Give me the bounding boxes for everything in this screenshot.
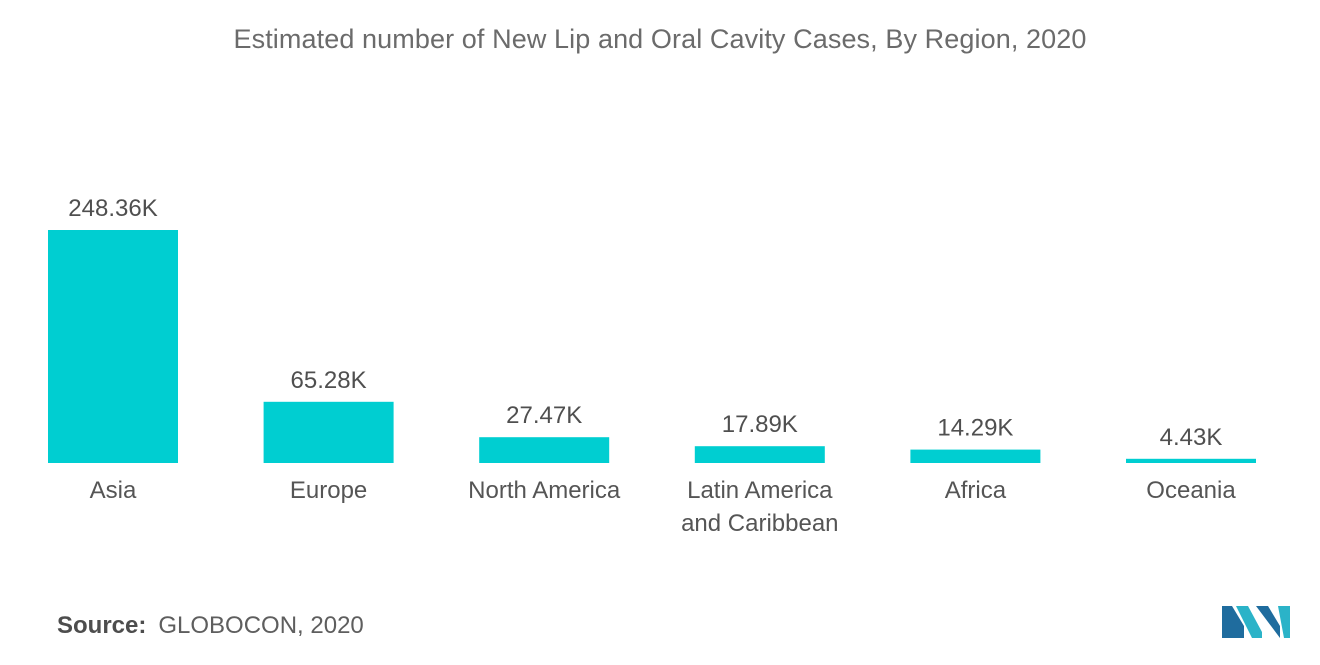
mordor-intelligence-logo xyxy=(1222,606,1290,638)
x-tick-label-1: Europe xyxy=(290,477,367,504)
bar-chart: 248.36K Asia 65.28K Europe 27.47K North Ameri… xyxy=(48,195,1256,537)
data-label-5: 4.43K xyxy=(1160,424,1223,451)
data-label-3: 17.89K xyxy=(722,411,798,438)
bar-2 xyxy=(479,437,610,463)
x-tick-label-2: North America xyxy=(468,477,621,504)
x-tick-label-0: Asia xyxy=(90,477,137,504)
data-label-0: 248.36K xyxy=(68,195,157,222)
bar-4 xyxy=(910,449,1041,463)
source-label: Source: xyxy=(57,612,147,639)
source-text: GLOBOCON, 2020 xyxy=(158,612,364,639)
data-label-2: 27.47K xyxy=(506,402,582,429)
x-tick-label-4: Africa xyxy=(945,477,1007,504)
bar-5 xyxy=(1126,458,1256,463)
x-tick-label-3-line-1: and Caribbean xyxy=(681,510,838,537)
data-label-1: 65.28K xyxy=(291,367,367,394)
bar-3 xyxy=(694,446,825,463)
source-note: Source: GLOBOCON, 2020 xyxy=(57,612,364,640)
data-label-4: 14.29K xyxy=(937,415,1013,442)
bar-0 xyxy=(48,230,178,463)
bar-1 xyxy=(263,401,394,463)
x-tick-label-5: Oceania xyxy=(1146,477,1236,504)
x-tick-label-3-line-0: Latin America xyxy=(687,477,833,504)
chart-title: Estimated number of New Lip and Oral Cav… xyxy=(233,24,1087,54)
